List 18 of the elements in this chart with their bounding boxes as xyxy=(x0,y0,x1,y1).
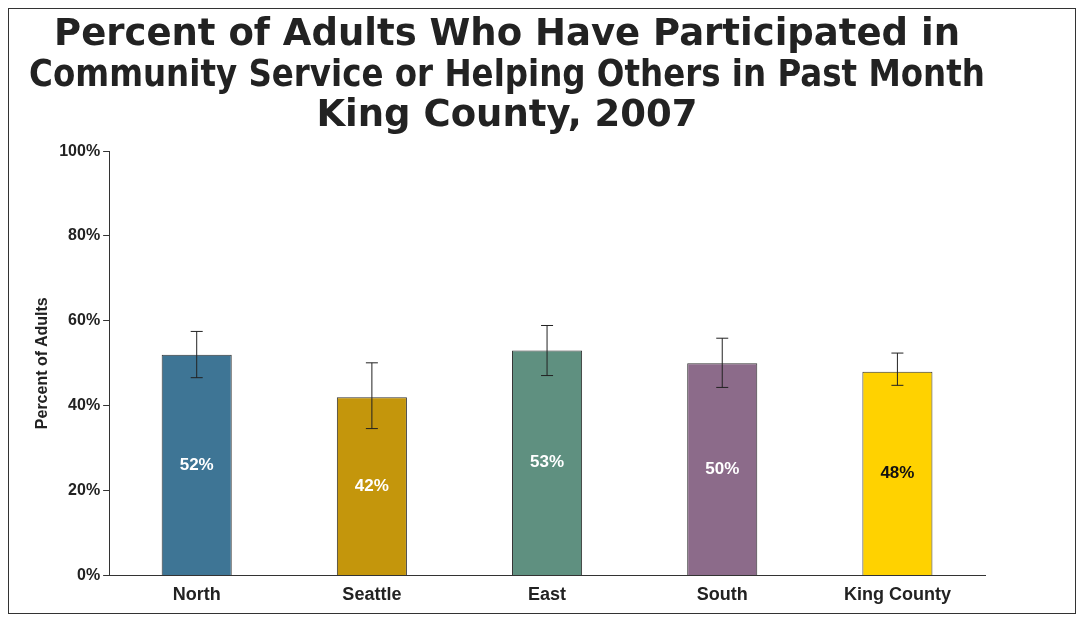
data-label: 53% xyxy=(530,452,565,472)
y-tick-label: 80% xyxy=(68,226,101,244)
data-label: 42% xyxy=(354,475,389,495)
y-tick-label: 100% xyxy=(59,141,101,159)
y-axis-title: Percent of Adults xyxy=(33,297,51,430)
y-tick-label: 0% xyxy=(77,565,101,583)
data-label: 52% xyxy=(179,454,214,474)
y-tick-label: 20% xyxy=(68,480,101,498)
chart-title: Percent of Adults Who Have Participated in Community Service or Helping Others in Past Month King County, 2007 xyxy=(29,10,985,136)
x-tick-label: North xyxy=(172,584,221,605)
y-tick-label: 40% xyxy=(68,396,101,414)
x-tick-label: South xyxy=(696,584,748,605)
data-label: 50% xyxy=(705,458,740,478)
data-label: 48% xyxy=(880,463,915,483)
x-tick-label: Seattle xyxy=(342,584,402,605)
x-tick-label: East xyxy=(528,584,567,605)
x-tick-label: King County xyxy=(843,584,951,605)
y-tick-label: 60% xyxy=(68,311,101,329)
